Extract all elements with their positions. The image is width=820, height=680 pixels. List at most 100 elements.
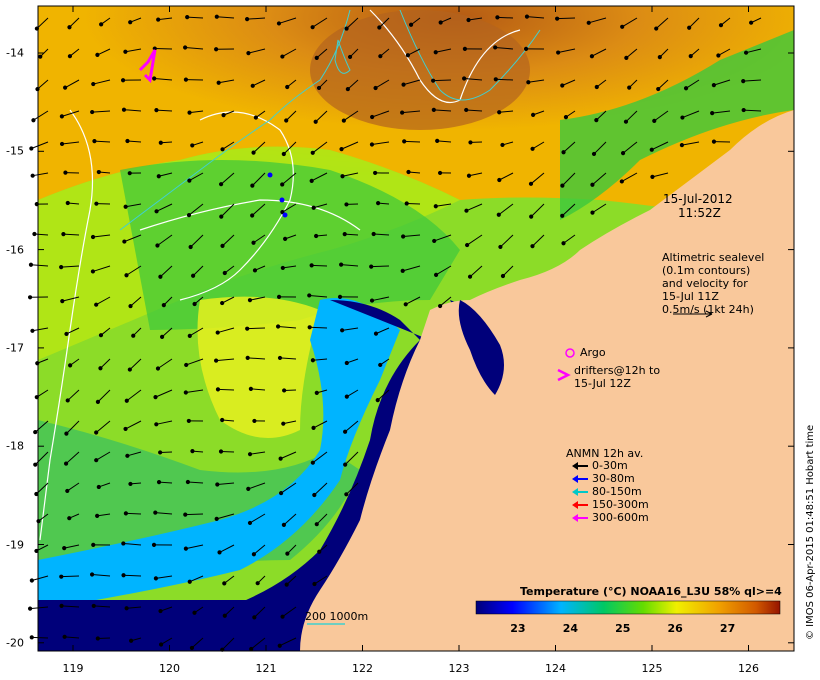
- velocity-arrow: [29, 141, 49, 151]
- velocity-arrow: [131, 327, 142, 338]
- velocity-arrow: [67, 513, 80, 521]
- velocity-arrow: [344, 482, 359, 497]
- velocity-arrow: [158, 265, 173, 279]
- velocity-arrow: [215, 482, 235, 487]
- velocity-arrow: [370, 110, 390, 120]
- altimetry-line: and velocity for: [662, 277, 748, 290]
- arrow-left-icon: [572, 500, 588, 509]
- velocity-arrow: [524, 14, 545, 19]
- velocity-arrow: [467, 265, 483, 279]
- velocity-arrow: [650, 172, 669, 179]
- longitude-tick-label: 121: [255, 662, 277, 675]
- velocity-arrow: [493, 45, 514, 50]
- velocity-arrow: [378, 358, 390, 368]
- velocity-arrow: [151, 542, 173, 547]
- velocity-arrow: [183, 77, 204, 82]
- velocity-arrow: [65, 482, 80, 494]
- velocity-arrow: [158, 637, 173, 647]
- velocity-arrow: [497, 172, 514, 183]
- anmn-title: ANMN 12h av.: [566, 447, 644, 460]
- velocity-arrow: [711, 79, 731, 88]
- velocity-arrow: [31, 110, 49, 123]
- velocity-arrow: [283, 234, 297, 241]
- velocity-arrow: [530, 141, 545, 151]
- velocity-arrow: [590, 203, 607, 215]
- velocity-arrow: [219, 203, 235, 219]
- velocity-arrow: [679, 141, 700, 148]
- velocity-arrow: [125, 451, 142, 458]
- velocity-arrow: [284, 575, 297, 587]
- velocity-arrow: [32, 231, 49, 237]
- velocity-arrow: [500, 141, 514, 148]
- velocity-arrow: [90, 234, 111, 240]
- longitude-tick-label: 124: [545, 662, 566, 675]
- anmn-legend-item: 30-80m: [572, 472, 635, 485]
- velocity-arrow: [158, 140, 173, 145]
- velocity-arrow: [98, 327, 111, 338]
- velocity-arrow: [222, 265, 235, 276]
- velocity-arrow: [400, 265, 421, 273]
- velocity-arrow: [121, 541, 142, 546]
- velocity-arrow: [561, 234, 576, 246]
- velocity-arrow: [402, 139, 421, 144]
- velocity-arrow: [222, 606, 235, 618]
- velocity-arrow: [344, 17, 359, 31]
- velocity-arrow: [311, 420, 328, 430]
- velocity-arrow: [530, 234, 545, 249]
- velocity-arrow: [280, 203, 297, 215]
- latitude-tick-label: -14: [6, 46, 24, 60]
- velocity-arrow: [652, 110, 669, 123]
- velocity-arrow: [252, 418, 266, 424]
- velocity-arrow: [495, 15, 514, 20]
- velocity-arrow: [127, 171, 142, 176]
- velocity-arrow: [128, 296, 142, 309]
- velocity-arrow: [156, 480, 173, 485]
- velocity-arrow: [339, 141, 359, 152]
- latitude-tick-label: -17: [6, 341, 24, 355]
- velocity-arrow: [63, 79, 80, 90]
- longitude-tick-label: 125: [641, 662, 663, 675]
- velocity-arrow: [252, 265, 266, 273]
- plot-frame: [37, 5, 795, 652]
- velocity-arrow: [369, 141, 390, 147]
- velocity-arrow: [121, 573, 142, 578]
- velocity-arrow: [466, 17, 483, 23]
- velocity-arrow: [218, 449, 235, 454]
- colorbar-tick-label: 26: [667, 622, 683, 635]
- velocity-arrow: [185, 15, 204, 20]
- velocity-arrow: [250, 203, 266, 218]
- velocity-arrow: [275, 324, 297, 329]
- velocity-arrow: [214, 47, 235, 52]
- velocity-arrow: [310, 17, 328, 30]
- drifters-label-2: 15-Jul 12Z: [574, 377, 631, 390]
- arrow-left-icon: [572, 474, 588, 483]
- latitude-tick-label: -20: [6, 636, 24, 650]
- velocity-arrow: [589, 48, 607, 59]
- velocity-arrow: [280, 265, 297, 271]
- velocity-arrow: [28, 262, 49, 267]
- velocity-arrow: [464, 203, 483, 213]
- velocity-arrow: [187, 110, 204, 115]
- velocity-arrow: [95, 636, 111, 641]
- velocity-arrow: [246, 48, 266, 56]
- velocity-arrow: [310, 451, 328, 465]
- velocity-arrow: [159, 327, 173, 339]
- velocity-arrow: [189, 637, 204, 651]
- velocity-arrow: [95, 389, 111, 404]
- velocity-arrow: [311, 203, 328, 210]
- velocity-arrow: [280, 172, 297, 187]
- velocity-arrow: [251, 234, 266, 245]
- velocity-arrow: [221, 110, 235, 118]
- velocity-arrow: [523, 46, 545, 51]
- velocity-arrow: [656, 79, 669, 92]
- velocity-arrow: [277, 637, 297, 648]
- velocity-arrow: [33, 451, 49, 467]
- velocity-arrow: [29, 635, 49, 640]
- velocity-arrow: [561, 141, 576, 155]
- velocity-arrow: [317, 544, 328, 554]
- velocity-arrow: [220, 296, 235, 306]
- velocity-arrow: [431, 78, 452, 83]
- velocity-arrow: [187, 575, 204, 584]
- velocity-arrow: [59, 141, 80, 147]
- longitude-tick-label: 126: [738, 662, 759, 675]
